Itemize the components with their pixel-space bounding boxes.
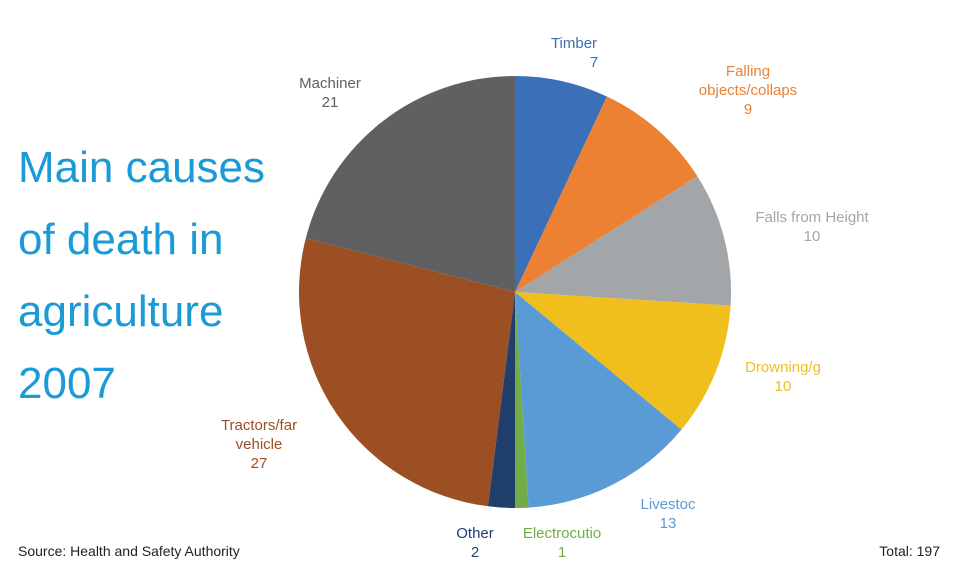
- pie-slice-drowning-g: [515, 292, 731, 430]
- pie-slice-falling-objects-collaps: [515, 96, 698, 292]
- title-line-3: agriculture: [18, 287, 224, 336]
- source-note: Source: Health and Safety Authority: [18, 543, 240, 559]
- slice-value-electrocutio: 1: [558, 544, 566, 561]
- pie-slice-machiner: [305, 76, 515, 292]
- pie-slice-electrocutio: [515, 292, 529, 508]
- title-line-4: 2007: [18, 359, 116, 408]
- slice-value-tractors-far-vehicle: 27: [251, 455, 268, 472]
- slice-value-machiner: 21: [322, 94, 339, 111]
- slice-value-falling-objects-collaps: 9: [744, 101, 752, 118]
- slice-label-livestoc: Livestoc 13: [640, 496, 696, 532]
- slice-value-livestoc: 13: [660, 515, 677, 532]
- slice-value-other: 2: [471, 544, 479, 561]
- title-line-2: of death in: [18, 215, 224, 264]
- slice-label-electrocutio: Electrocutio 1: [523, 525, 601, 561]
- slice-label-drowning-g: Drowning/g 10: [745, 359, 821, 395]
- pie-slices: [299, 76, 731, 508]
- title-line-1: Main causes: [18, 143, 266, 192]
- slice-value-falls-from-height: 10: [804, 228, 821, 245]
- pie-slice-timber: [515, 76, 607, 292]
- slice-label-tractors-far-vehicle: Tractors/far vehicle 27: [221, 417, 297, 472]
- slice-label-falling-objects-collaps: Falling objects/collaps 9: [699, 63, 797, 118]
- pie-slice-other: [487, 292, 515, 508]
- slice-label-other: Other 2: [456, 525, 494, 561]
- slice-value-timber: 7: [590, 54, 598, 71]
- pie-slice-falls-from-height: [515, 176, 731, 306]
- slice-value-drowning-g: 10: [775, 378, 792, 395]
- pie-labels: Timber 7 Falling objects/collaps 9 Falls from…: [221, 35, 870, 561]
- slice-label-timber: Timber 7: [551, 35, 598, 71]
- chart-title: Main causes of death in agriculture 2007: [18, 132, 298, 420]
- slice-label-machiner: Machiner 21: [299, 75, 361, 111]
- pie-slice-tractors-far-vehicle: [299, 238, 515, 507]
- pie-slice-livestoc: [515, 292, 682, 508]
- slice-label-falls-from-height: Falls from Height 10: [755, 209, 869, 245]
- total-note: Total: 197: [879, 543, 940, 559]
